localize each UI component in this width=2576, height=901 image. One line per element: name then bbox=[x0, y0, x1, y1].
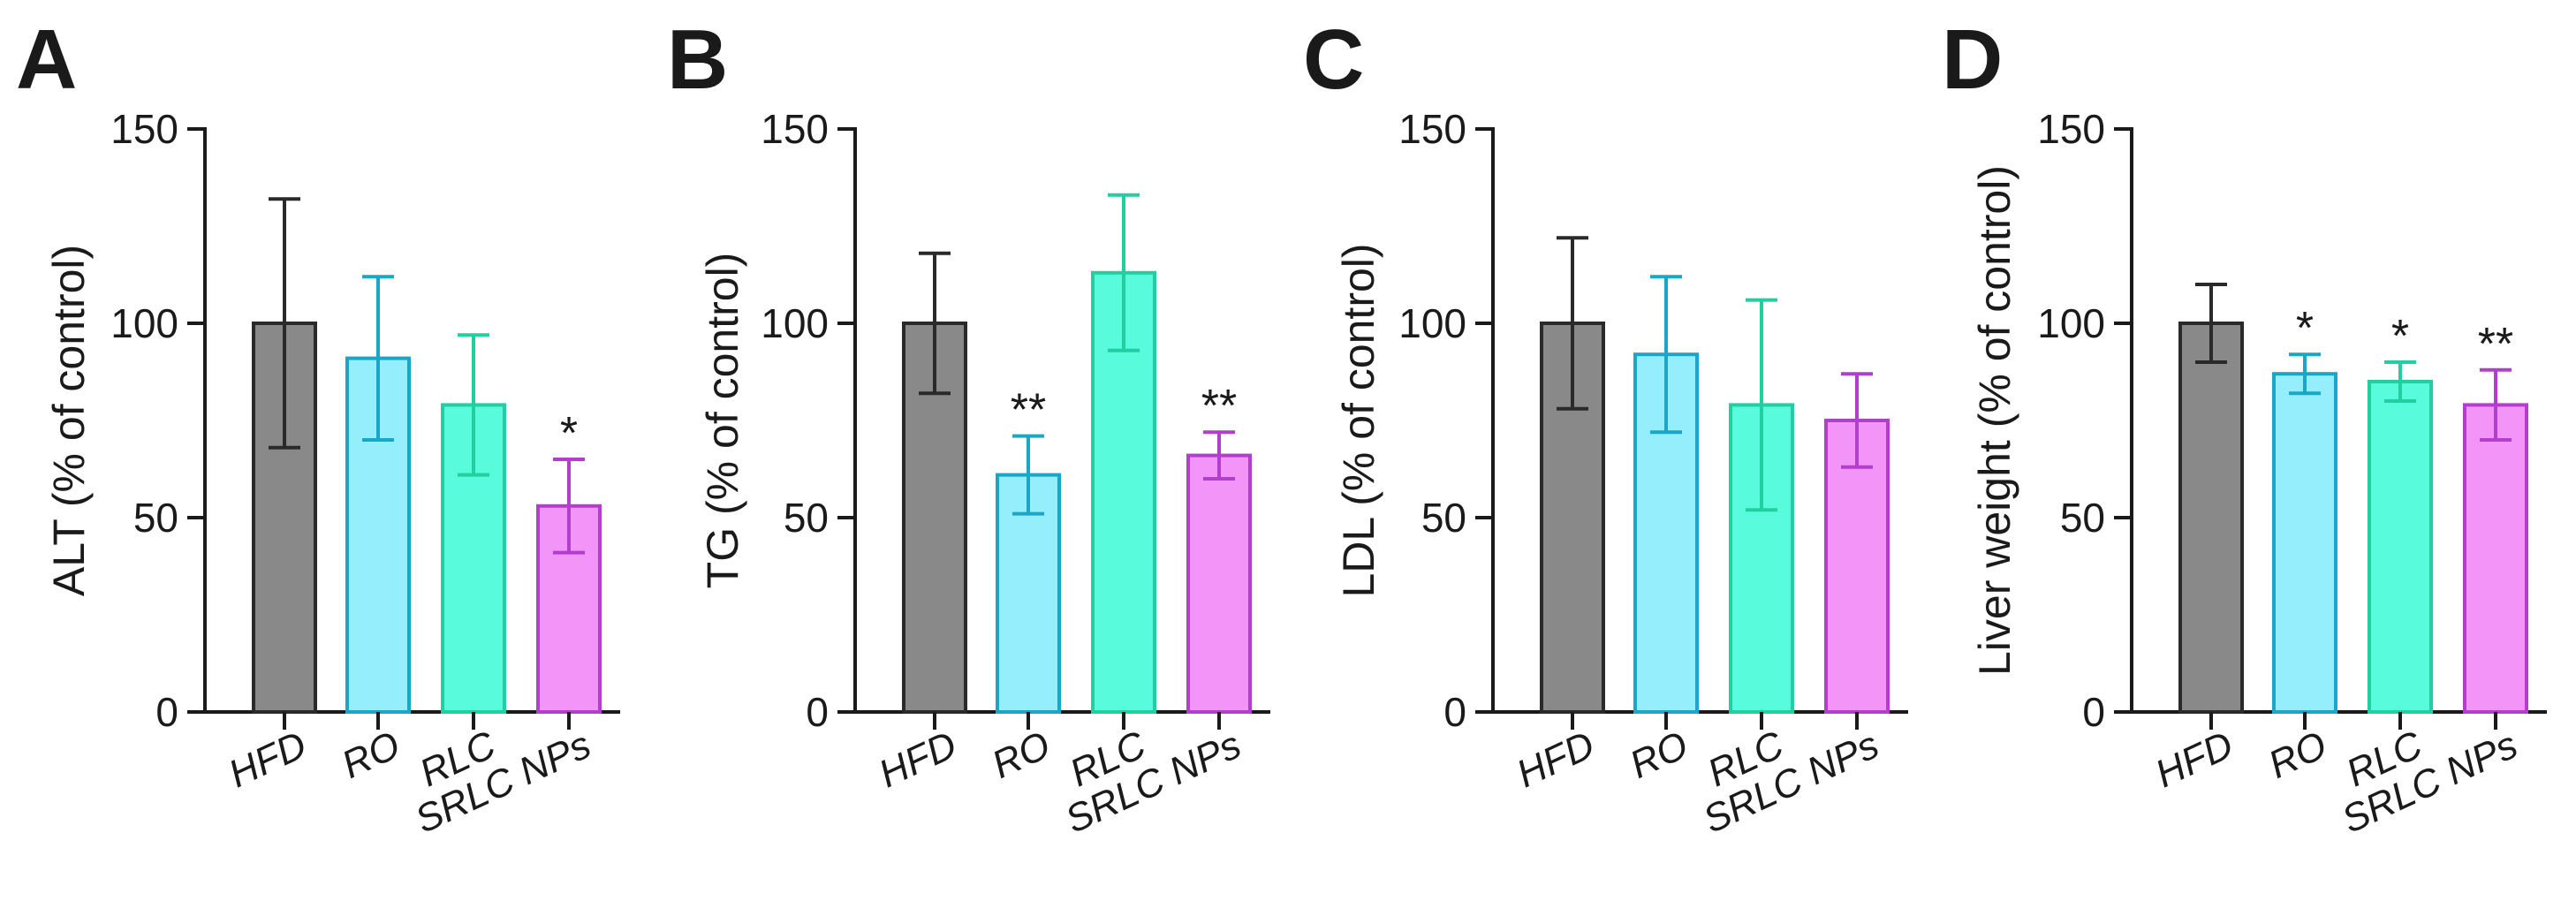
y-tick-label: 0 bbox=[1443, 689, 1466, 735]
y-tick-label: 100 bbox=[2037, 300, 2105, 346]
y-tick-label: 150 bbox=[761, 106, 829, 152]
bar-rlc bbox=[441, 403, 506, 714]
y-tick-label: 50 bbox=[784, 495, 829, 541]
category-label: RO bbox=[2262, 723, 2334, 787]
y-axis-label: LDL (% of control) bbox=[1334, 243, 1383, 597]
category-label: HFD bbox=[223, 723, 314, 797]
y-tick-label: 0 bbox=[806, 689, 829, 735]
y-tick-label: 0 bbox=[155, 689, 178, 735]
category-label: RO bbox=[986, 723, 1057, 787]
significance-marker: * bbox=[2296, 303, 2314, 354]
y-tick-label: 100 bbox=[110, 300, 178, 346]
significance-marker: ** bbox=[1201, 381, 1237, 432]
significance-marker: ** bbox=[2478, 319, 2513, 370]
category-label: HFD bbox=[2149, 723, 2240, 797]
panel-letter: C bbox=[1303, 12, 1364, 107]
y-tick-label: 50 bbox=[2060, 495, 2105, 541]
panel-letter: D bbox=[1942, 12, 2003, 107]
y-tick-label: 100 bbox=[1398, 300, 1466, 346]
bar-ro bbox=[2272, 372, 2337, 714]
y-tick-label: 150 bbox=[110, 106, 178, 152]
significance-marker: * bbox=[560, 408, 578, 459]
bar-srlc-nps bbox=[2463, 403, 2528, 714]
panel-d: D Liver weight (% of control) 0 50 100 150 HFD… bbox=[1942, 12, 2547, 842]
panel-letter: B bbox=[667, 12, 728, 107]
y-axis-label: TG (% of control) bbox=[698, 253, 747, 589]
significance-marker: * bbox=[2391, 311, 2409, 362]
y-tick-label: 0 bbox=[2082, 689, 2105, 735]
category-label: HFD bbox=[873, 723, 964, 797]
bar-hfd bbox=[2178, 322, 2244, 714]
y-tick-label: 50 bbox=[1421, 495, 1466, 541]
y-axis-label: ALT (% of control) bbox=[44, 245, 94, 596]
significance-marker: ** bbox=[1011, 385, 1046, 436]
y-tick-label: 150 bbox=[2037, 106, 2105, 152]
panel-letter: A bbox=[16, 12, 77, 107]
category-label: HFD bbox=[1511, 723, 1602, 797]
bar-rlc bbox=[2368, 380, 2433, 714]
category-label: RO bbox=[336, 723, 407, 787]
y-tick-label: 100 bbox=[761, 300, 829, 346]
y-axis-label: Liver weight (% of control) bbox=[1970, 165, 2019, 676]
y-tick-label: 50 bbox=[133, 495, 178, 541]
category-label: RO bbox=[1624, 723, 1695, 787]
bar-srlc-nps bbox=[1186, 453, 1252, 714]
y-tick-label: 150 bbox=[1398, 106, 1466, 152]
bar-srlc-nps bbox=[1824, 419, 1890, 714]
